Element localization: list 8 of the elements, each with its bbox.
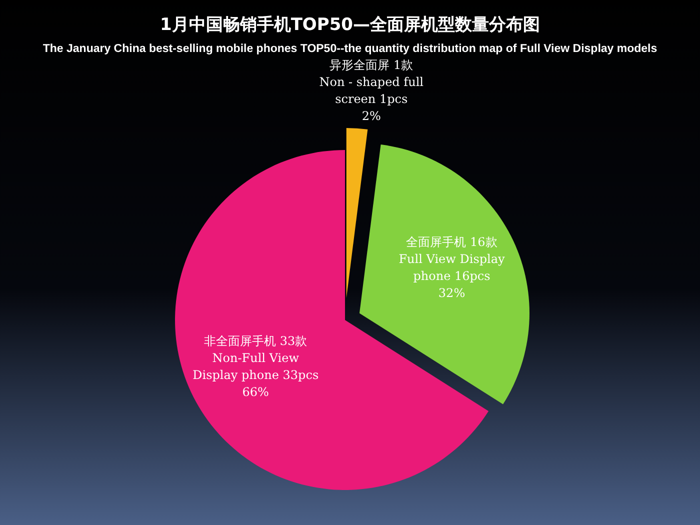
data-label: 2% (362, 109, 381, 124)
data-label: 66% (242, 385, 269, 400)
slice-label: 非全面屏手机 33款 Non-Full View Display phone 33pcs (192, 334, 319, 382)
data-label: 32% (438, 286, 466, 300)
chart-subtitle: The January China best-selling mobile phones TOP50--the quantity distribution map of Full View Display models (42, 43, 658, 55)
slice-label: 异形全面屏 1款 Non - shaped full screen 1pcs (319, 58, 424, 106)
chart-title: 1月中国畅销手机TOP50—全面屏机型数量分布图 (160, 15, 540, 35)
slice-label: 全面屏手机 16款 Full View Display phone 16pcs (398, 234, 506, 283)
